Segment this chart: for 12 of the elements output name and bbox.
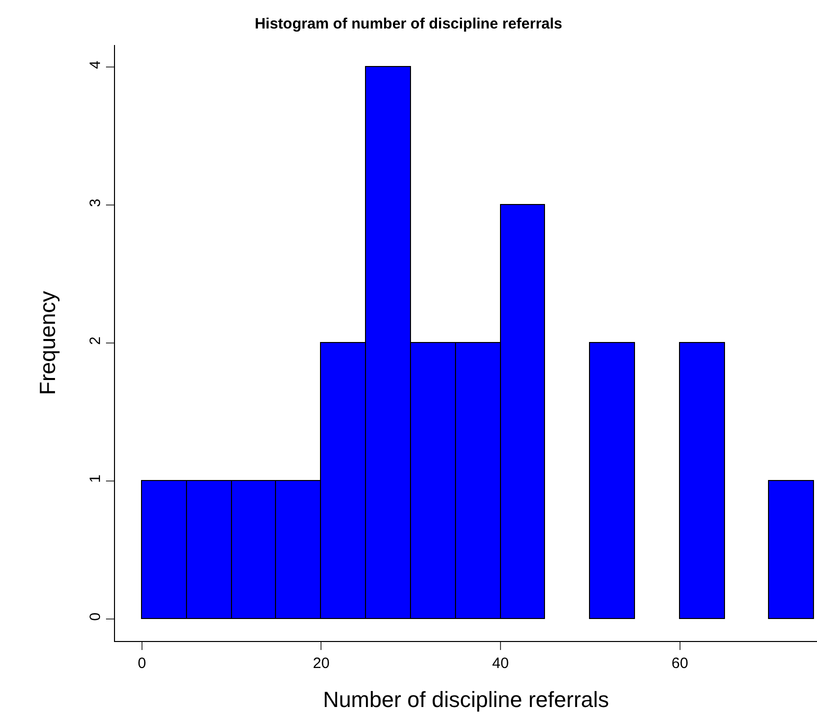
y-tick-label: 3 [87, 198, 104, 207]
x-tick-label: 60 [671, 655, 688, 672]
chart-title: Histogram of number of discipline referrals [254, 16, 562, 33]
y-tick-label: 1 [87, 474, 104, 483]
x-tick-label: 0 [138, 655, 146, 672]
x-tick-label: 40 [492, 655, 509, 672]
y-tick-label: 4 [87, 60, 104, 69]
y-axis-title: Frequency [34, 291, 60, 395]
x-axis-title: Number of discipline referrals [322, 686, 610, 712]
y-tick-label: 0 [87, 612, 104, 621]
y-tick-label: 2 [87, 336, 104, 345]
x-tick-label: 20 [312, 655, 330, 672]
